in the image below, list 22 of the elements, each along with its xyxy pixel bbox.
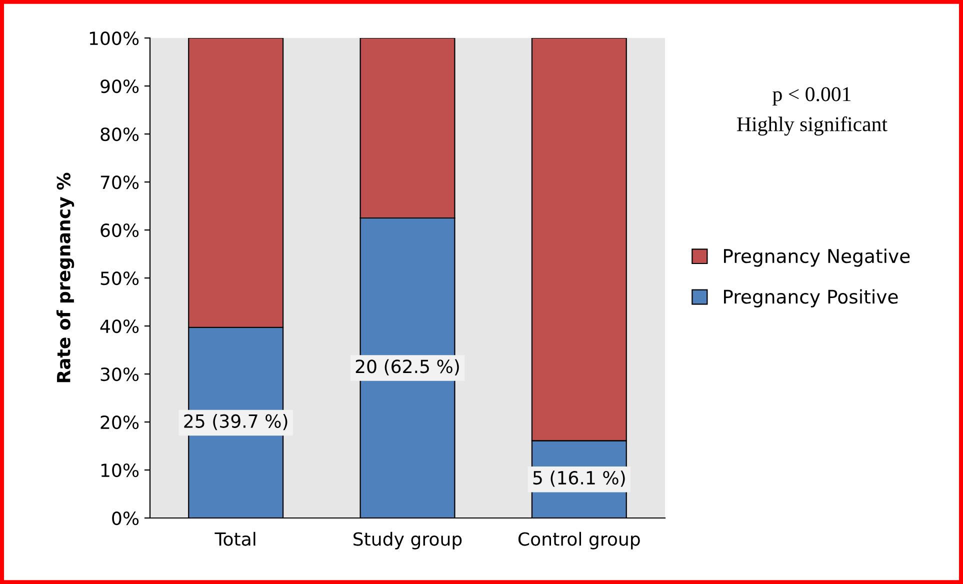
y-tick-label: 60% bbox=[100, 223, 139, 238]
y-tick-label: 80% bbox=[100, 127, 139, 142]
data-label: 20 (62.5 %) bbox=[356, 359, 459, 376]
legend-label: Pregnancy Negative bbox=[724, 248, 910, 267]
y-tick-label: 10% bbox=[101, 463, 139, 478]
data-label: 5 (16.1 %) bbox=[533, 470, 625, 487]
y-tick-label: 0% bbox=[112, 511, 139, 526]
data-label: 25 (39.7 %) bbox=[184, 414, 288, 430]
y-tick-label: 30% bbox=[100, 367, 139, 382]
text: Highly significant bbox=[737, 116, 888, 136]
legend-label: Pregnancy Positive bbox=[724, 289, 898, 308]
y-tick-label: 90% bbox=[100, 79, 139, 94]
y-tick-label: 100% bbox=[90, 31, 139, 46]
y-tick-label: 20% bbox=[100, 415, 139, 430]
x-tick-label: Control group bbox=[518, 532, 640, 550]
y-tick-label: 40% bbox=[100, 319, 139, 334]
x-tick-label: Study group bbox=[354, 532, 462, 550]
y-axis-title: Rate of pregnancy % bbox=[56, 172, 74, 382]
y-tick-label: 50% bbox=[100, 271, 139, 286]
text: p < 0.001 bbox=[772, 87, 850, 106]
y-tick-label: 70% bbox=[100, 175, 139, 190]
x-tick-label: Total bbox=[214, 532, 256, 546]
